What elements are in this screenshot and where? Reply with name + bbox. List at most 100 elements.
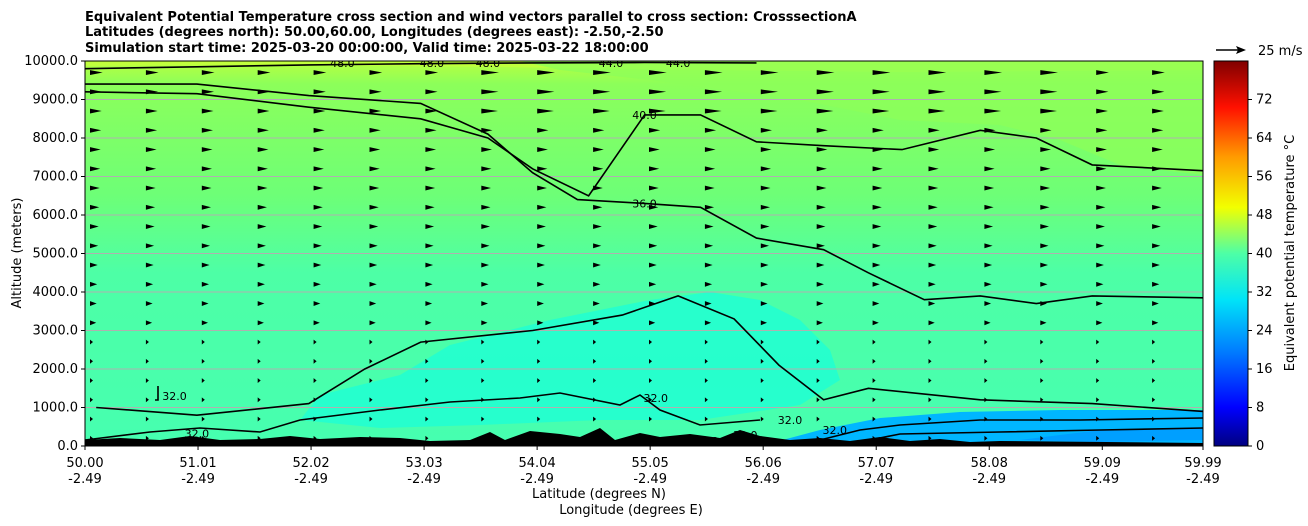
wind-vector bbox=[481, 358, 485, 364]
wind-vector bbox=[872, 108, 890, 114]
wind-vector bbox=[704, 301, 712, 306]
wind-vector bbox=[649, 397, 652, 403]
x-tick-longitude: -2.49 bbox=[294, 472, 328, 487]
x-tick-longitude: -2.49 bbox=[859, 472, 893, 487]
y-tick-label: 9000.0 bbox=[33, 93, 79, 108]
wind-vector bbox=[425, 185, 436, 191]
wind-vector bbox=[537, 127, 549, 133]
wind-vector bbox=[649, 320, 656, 326]
x-tick-latitude: 57.07 bbox=[858, 456, 895, 471]
y-axis-label: Altitude (meters) bbox=[10, 198, 25, 309]
y-tick-label: 4000.0 bbox=[33, 285, 79, 300]
wind-vector bbox=[1096, 320, 1103, 326]
wind-vector bbox=[1152, 262, 1160, 268]
wind-vector bbox=[1096, 147, 1107, 152]
wind-vector bbox=[369, 320, 376, 326]
y-tick-label: 7000.0 bbox=[33, 170, 79, 185]
wind-vector bbox=[984, 147, 996, 152]
colorbar-tick-label: 8 bbox=[1256, 401, 1264, 416]
wind-vector bbox=[145, 397, 149, 403]
wind-vector bbox=[537, 185, 547, 191]
wind-vector bbox=[704, 281, 713, 287]
wind-vector bbox=[1096, 204, 1106, 210]
wind-vector bbox=[537, 339, 541, 345]
wind-vector bbox=[1096, 435, 1100, 441]
wind-vector bbox=[704, 204, 715, 210]
wind-vector bbox=[593, 281, 601, 287]
x-tick-latitude: 53.03 bbox=[405, 456, 442, 471]
contour-label: 32.0 bbox=[644, 392, 669, 405]
wind-vector bbox=[90, 262, 98, 268]
wind-vector bbox=[537, 320, 544, 326]
wind-vector bbox=[481, 262, 489, 268]
wind-vector bbox=[145, 262, 154, 268]
wind-vector bbox=[760, 281, 768, 287]
x-axis: 50.00-2.4951.01-2.4952.02-2.4953.03-2.49… bbox=[66, 446, 1222, 487]
wind-vector bbox=[1152, 108, 1164, 114]
wind-vector bbox=[816, 397, 820, 403]
wind-vector bbox=[201, 262, 210, 268]
wind-vector bbox=[649, 147, 660, 152]
wind-vector bbox=[145, 70, 159, 75]
wind-vector bbox=[760, 320, 767, 326]
wind-vector bbox=[145, 301, 153, 306]
wind-vector bbox=[90, 204, 100, 210]
wind-vector bbox=[928, 435, 932, 441]
wind-vector bbox=[816, 320, 823, 326]
wind-vector bbox=[257, 378, 261, 383]
wind-vector bbox=[928, 262, 937, 268]
wind-vector bbox=[872, 339, 876, 345]
x-tick-latitude: 59.99 bbox=[1184, 456, 1221, 471]
x-tick-longitude: -2.49 bbox=[520, 472, 554, 487]
wind-vector bbox=[425, 281, 433, 287]
wind-vector bbox=[481, 166, 492, 172]
y-tick-label: 1000.0 bbox=[33, 401, 79, 416]
wind-vector bbox=[760, 301, 768, 306]
wind-vector bbox=[313, 339, 317, 345]
wind-vector bbox=[760, 70, 779, 75]
wind-vector bbox=[593, 262, 601, 268]
title-line-1: Equivalent Potential Temperature cross s… bbox=[85, 10, 857, 25]
wind-vector bbox=[90, 185, 100, 191]
wind-vector bbox=[257, 281, 265, 287]
wind-vector bbox=[760, 358, 764, 364]
wind-vector bbox=[145, 358, 149, 364]
wind-vector bbox=[1096, 358, 1100, 364]
x-tick-latitude: 59.09 bbox=[1084, 456, 1121, 471]
wind-vector bbox=[816, 204, 826, 210]
wind-vector bbox=[593, 70, 611, 75]
wind-vector bbox=[1040, 89, 1058, 95]
wind-vector bbox=[1040, 166, 1051, 172]
contour-label: 32.0 bbox=[778, 414, 803, 427]
grid-lines bbox=[85, 99, 1203, 408]
wind-vector bbox=[593, 243, 602, 249]
wind-vector bbox=[481, 224, 490, 229]
wind-vector bbox=[816, 262, 825, 268]
wind-vector bbox=[593, 166, 604, 172]
wind-vector bbox=[704, 358, 708, 364]
wind-vector bbox=[313, 70, 327, 75]
wind-vector bbox=[872, 416, 876, 422]
isotherm-contours bbox=[85, 61, 1203, 445]
wind-vector bbox=[1096, 70, 1109, 75]
wind-vector bbox=[481, 416, 485, 422]
wind-vector bbox=[649, 89, 667, 95]
wind-vector bbox=[313, 127, 325, 133]
wind-vector bbox=[537, 166, 548, 172]
wind-vector bbox=[1152, 147, 1163, 152]
wind-vector bbox=[1096, 185, 1106, 191]
wind-vector bbox=[1152, 70, 1165, 75]
wind-vector bbox=[425, 301, 433, 306]
contour-label: 32.0 bbox=[162, 390, 187, 403]
wind-vector bbox=[257, 204, 267, 210]
wind-vector bbox=[257, 166, 268, 172]
colorbar-tick-label: 48 bbox=[1256, 208, 1273, 223]
wind-vector bbox=[201, 70, 215, 75]
wind-vector bbox=[369, 70, 383, 75]
wind-vector bbox=[369, 127, 381, 133]
wind-vector bbox=[1208, 397, 1211, 402]
wind-vector bbox=[872, 301, 880, 306]
wind-vector bbox=[425, 108, 438, 114]
x-tick-latitude: 51.01 bbox=[179, 456, 216, 471]
wind-vector bbox=[704, 339, 708, 345]
